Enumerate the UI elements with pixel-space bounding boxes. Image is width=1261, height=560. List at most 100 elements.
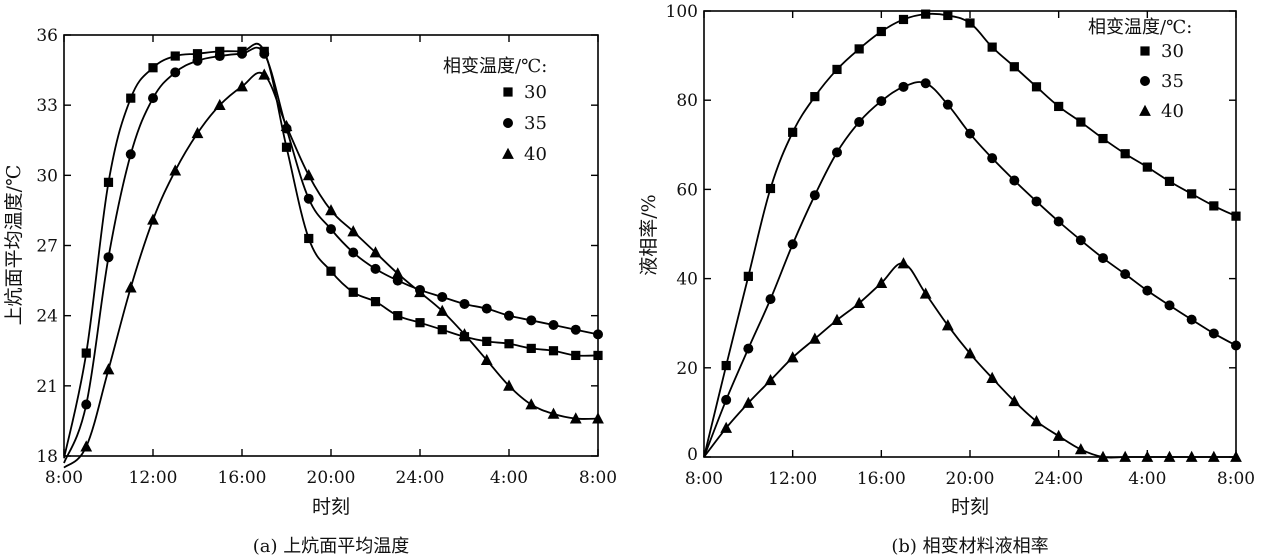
panel-b-series-35-point: [898, 81, 909, 92]
panel-a-series-30-point: [281, 142, 292, 152]
panel-b-series-30-point: [1164, 176, 1175, 186]
panel-b-legend-label-35: 35: [1161, 71, 1184, 92]
panel-b-y-tick-label: 0: [687, 445, 698, 465]
panel-b-series-30-point: [876, 26, 886, 37]
panel-a-series-40: [63, 68, 604, 469]
panel-b-series-35-point: [1075, 235, 1086, 246]
panel-b-series-30: [703, 9, 1241, 458]
panel-a-series-40-point: [347, 225, 360, 237]
panel-a-series-35-point: [303, 193, 314, 204]
panel-a-series-35-point: [370, 263, 381, 274]
panel-b-series-35-point: [1053, 216, 1064, 227]
panel-b-series-30-point: [1120, 149, 1130, 159]
panel-a-x-axis-title: 时刻: [312, 496, 350, 518]
panel-b-series-35-point: [832, 147, 842, 158]
panel-b-series-35-point: [743, 343, 754, 354]
panel-b-series-40-point: [1119, 450, 1132, 462]
panel-a-series-35-point: [459, 298, 470, 309]
panel-a-series-40-point: [480, 353, 493, 365]
panel-b-series-35: [703, 78, 1241, 458]
panel-a-series-30-point: [504, 339, 514, 349]
panel-a-series-35-point: [348, 247, 359, 258]
panel-a-series-layer: [63, 42, 604, 469]
panel-a-series-35-point: [103, 252, 114, 263]
panel-b-series-35-point: [987, 153, 998, 164]
panel-a-y-axis-title: 上炕面平均温度/℃: [3, 165, 25, 326]
panel-b-series-40-point: [986, 371, 999, 383]
panel-b-x-tick-label: 4:00: [1128, 469, 1166, 489]
panel-a-chart: 18 21 24 27 30 33 36 8:00 12:00 16:00 20:00 24:00 4…: [3, 26, 617, 557]
panel-a-series-40-point: [280, 119, 293, 132]
panel-b-series-35-point: [965, 128, 975, 139]
panel-a-y-tick-label: 36: [36, 26, 58, 46]
panel-b-series-30-point: [965, 18, 975, 28]
panel-a-series-30-line: [63, 42, 599, 459]
panel-b-legend-label-30: 30: [1161, 41, 1184, 62]
panel-a-series-35-point: [570, 324, 581, 335]
panel-a-series-30-point: [548, 346, 559, 356]
panel-b-series-35-point: [765, 294, 776, 305]
panel-a-series-30-point: [170, 51, 180, 61]
panel-a-legend-items: 30 35 40: [502, 82, 547, 165]
panel-a-series-40-point: [569, 412, 582, 424]
panel-a-series-40-point: [213, 98, 226, 111]
panel-a-series-30-point: [126, 93, 136, 103]
panel-a-series-35-point: [593, 329, 603, 340]
panel-b-series-35-point: [942, 99, 953, 110]
panel-a-legend-label-35: 35: [524, 113, 547, 134]
panel-a-series-30-point: [81, 348, 91, 358]
panel-a-series-35-point: [148, 93, 158, 104]
panel-b-caption: (b) 相变材料液相率: [891, 536, 1048, 557]
panel-b-legend-marker-40: [1139, 104, 1151, 116]
panel-b-legend-marker-35: [1140, 76, 1150, 86]
panel-b-series-35-point: [1164, 300, 1175, 311]
panel-b-series-40-point: [831, 313, 843, 325]
panel-a-series-30-point: [437, 325, 447, 335]
panel-a-series-40-point: [325, 204, 337, 216]
panel-b-series-30-point: [788, 127, 798, 137]
panel-a-series-35: [63, 46, 603, 464]
panel-b-x-tick-label: 8:00: [685, 469, 723, 489]
panel-a-series-30-point: [148, 63, 158, 73]
panel-a-x-tick-label: 8:00: [579, 468, 617, 488]
panel-b-legend-items: 30 35 40: [1139, 41, 1184, 122]
panel-a-series-40-point: [191, 126, 204, 139]
panel-b-series-30-point: [1098, 133, 1108, 144]
panel-a-series-35-point: [526, 315, 537, 326]
panel-b-y-tick-label: 100: [666, 2, 698, 22]
panel-a-x-tick-label: 8:00: [45, 468, 83, 488]
panel-a-series-35-point: [192, 55, 203, 66]
panel-a-series-35-point: [437, 291, 448, 302]
panel-b-series-40-point: [875, 276, 888, 288]
panel-b-series-30-point: [765, 183, 776, 194]
panel-b-x-tick-label: 12:00: [768, 469, 817, 489]
panel-a-legend-marker-30: [503, 87, 513, 97]
panel-b-plot-frame: [703, 10, 1237, 458]
panel-a-x-tick-label: 4:00: [490, 468, 528, 488]
panel-a-legend-marker-35: [503, 118, 513, 128]
panel-a-series-30-point: [482, 336, 492, 346]
panel-b-series-35-point: [1231, 340, 1241, 351]
panel-a-series-40-point: [547, 407, 560, 419]
panel-a-series-40-point: [102, 363, 115, 375]
panel-b-series-40: [703, 257, 1242, 462]
panel-a-series-35-point: [170, 67, 181, 78]
panel-a-x-ticks: 8:00 12:00 16:00 20:00 24:00 4:00 8:00: [45, 35, 617, 488]
panel-a-legend-title: 相变温度/℃:: [443, 56, 547, 77]
panel-a-series-30: [63, 42, 603, 459]
panel-a-series-35-point: [481, 303, 492, 314]
panel-a-x-tick-label: 12:00: [129, 468, 178, 488]
panel-b-series-40-point: [1052, 429, 1065, 441]
panel-b-series-30-point: [987, 42, 997, 52]
panel-a-series-40-point: [302, 169, 315, 181]
panel-b-x-tick-label: 24:00: [1034, 469, 1083, 489]
panel-b-series-40-point: [964, 347, 976, 359]
panel-b-series-35-point: [1031, 196, 1042, 207]
panel-a-series-30-point: [393, 311, 403, 321]
panel-a-series-35-point: [259, 48, 270, 59]
panel-b-series-30-point: [1209, 201, 1219, 211]
panel-b-legend-title: 相变温度/℃:: [1088, 17, 1192, 38]
panel-b-series-35-point: [1142, 285, 1153, 296]
panel-b-x-axis-title: 时刻: [951, 496, 989, 518]
panel-a-caption: (a) 上炕面平均温度: [253, 536, 410, 557]
